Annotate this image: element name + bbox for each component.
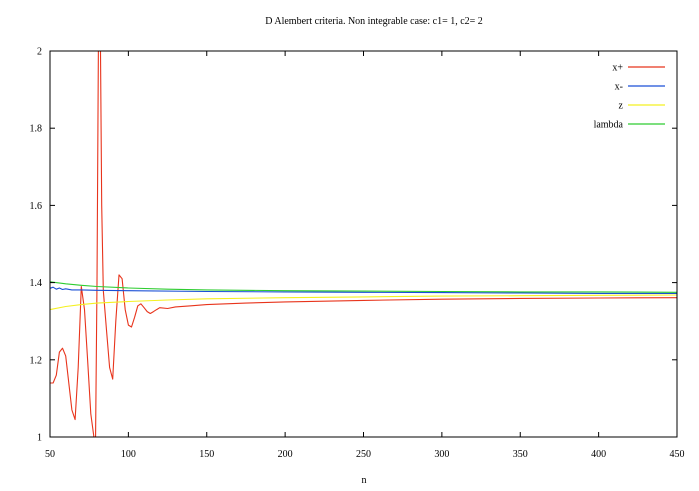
legend-label: x+ bbox=[612, 63, 623, 74]
y-tick-label: 1.2 bbox=[30, 355, 43, 366]
x-tick-label: 350 bbox=[513, 449, 528, 460]
chart-title: D Alembert criteria. Non integrable case… bbox=[265, 16, 483, 27]
x-tick-label: 50 bbox=[45, 449, 55, 460]
y-tick-label: 1.8 bbox=[30, 124, 43, 135]
axis-ticks-layer: 50 100 150 200 250 300 350 400 450 1 1.2 1.4 1.6 1.8 2 bbox=[30, 47, 685, 461]
legend: x+ x-z lambda bbox=[594, 63, 665, 131]
x-tick-label: 250 bbox=[356, 449, 371, 460]
y-tick-label: 2 bbox=[37, 47, 42, 58]
plot-series-layer bbox=[50, 51, 677, 437]
series-line-z bbox=[50, 294, 677, 311]
x-tick-label: 200 bbox=[278, 449, 293, 460]
y-tick-label: 1.4 bbox=[30, 278, 43, 289]
x-tick-label: 150 bbox=[199, 449, 214, 460]
x-tick-label: 400 bbox=[591, 449, 606, 460]
legend-label: lambda bbox=[594, 120, 624, 131]
x-tick-label: 450 bbox=[670, 449, 685, 460]
series-line-x bbox=[50, 51, 677, 437]
plot-frame bbox=[49, 50, 678, 438]
legend-label: z bbox=[619, 101, 624, 112]
legend-label: x- bbox=[615, 82, 623, 93]
series-line-lambda bbox=[50, 281, 677, 293]
y-tick-label: 1 bbox=[37, 433, 42, 444]
x-axis-label: n bbox=[362, 475, 367, 486]
x-tick-label: 300 bbox=[434, 449, 449, 460]
x-tick-label: 100 bbox=[121, 449, 136, 460]
y-tick-label: 1.6 bbox=[30, 201, 43, 212]
series-line-x bbox=[50, 286, 677, 294]
